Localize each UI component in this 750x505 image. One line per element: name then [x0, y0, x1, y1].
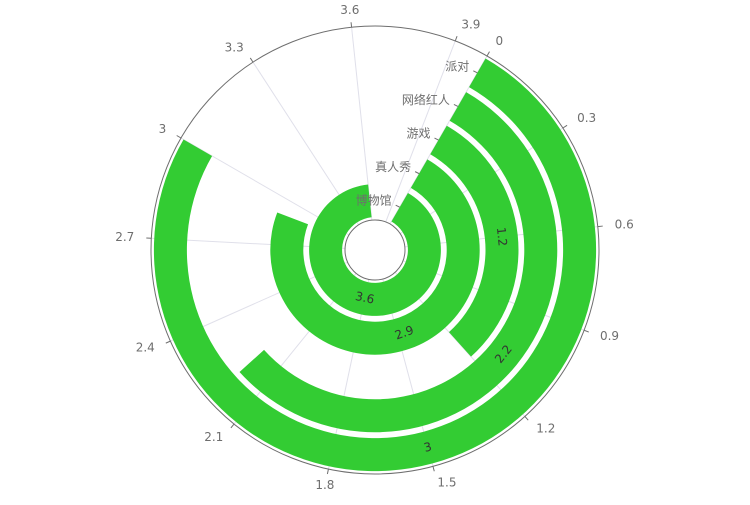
inner-radius-circle: [345, 220, 405, 280]
tick-label: 0: [496, 34, 504, 48]
axis-tick: [487, 52, 490, 56]
data-label: 1.2: [494, 226, 510, 246]
category-tick: [435, 138, 439, 140]
tick-label: 3.9: [461, 18, 480, 32]
axis-tick: [327, 469, 328, 474]
axis-tick: [166, 341, 171, 343]
tick-label: 0.9: [600, 329, 619, 343]
tick-label: 1.8: [315, 478, 334, 492]
axis-tick: [563, 125, 567, 128]
category-label: 派对: [445, 59, 469, 73]
tick-label: 1.5: [437, 475, 456, 489]
tick-label: 3.6: [340, 3, 359, 17]
axis-tick: [250, 58, 253, 62]
bar-layer: [154, 59, 596, 472]
category-label: 网络红人: [402, 92, 450, 107]
category-tick: [473, 71, 477, 73]
tick-label: 2.4: [136, 341, 155, 355]
category-tick: [454, 104, 458, 106]
bar-2[interactable]: [270, 159, 479, 354]
axis-tick: [455, 36, 457, 41]
axis-tick: [525, 416, 528, 420]
tick-label: 0.6: [615, 217, 634, 231]
category-tick: [396, 205, 400, 207]
tick-label: 0.3: [577, 111, 596, 125]
category-label: 博物馆: [356, 193, 392, 208]
category-tick: [415, 172, 419, 174]
axis-tick: [177, 136, 181, 139]
tick-label: 1.2: [536, 422, 555, 436]
tick-label: 3.3: [225, 40, 244, 54]
axis-tick: [598, 226, 603, 227]
tick-label: 2.7: [115, 230, 134, 244]
tick-label: 3: [159, 122, 167, 136]
category-label: 真人秀: [375, 160, 411, 174]
axis-tick: [231, 424, 234, 428]
axis-tick: [584, 330, 589, 332]
tick-label: 2.1: [204, 430, 223, 444]
axis-tick: [351, 22, 352, 27]
axis-tick: [433, 466, 434, 471]
category-label: 游戏: [406, 127, 430, 141]
